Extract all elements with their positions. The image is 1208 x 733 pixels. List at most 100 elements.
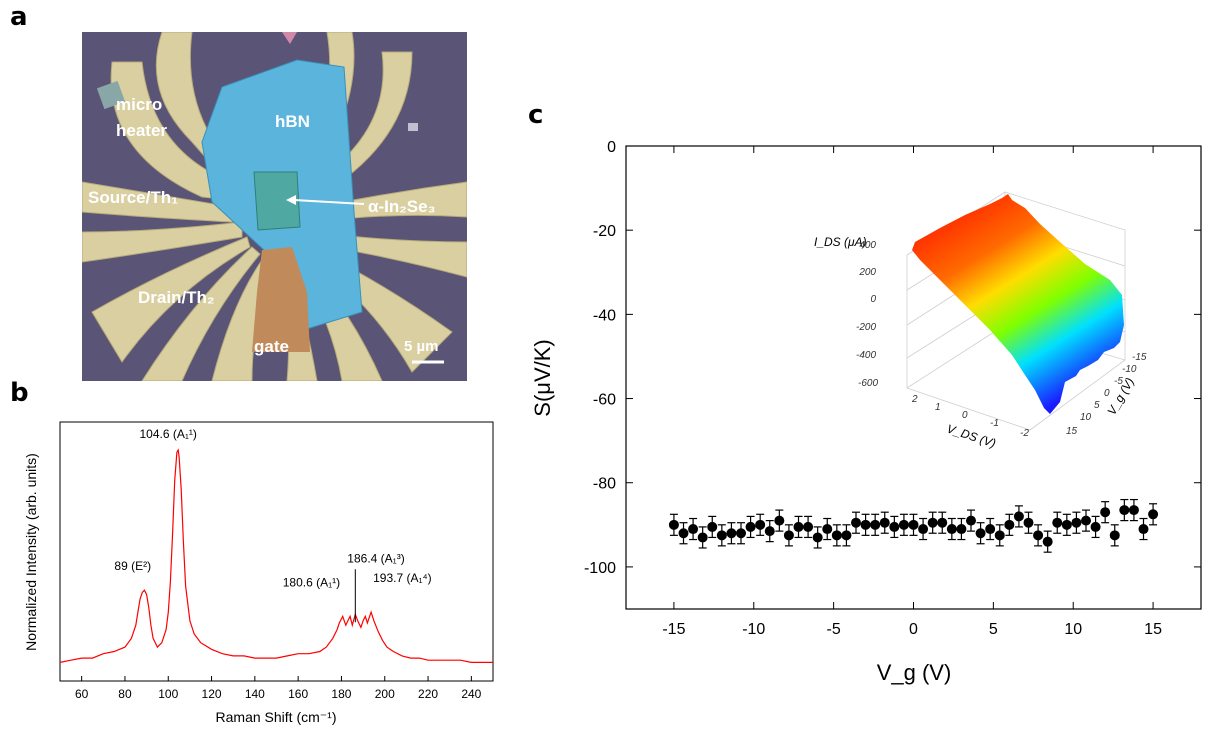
seebeck-data-point — [860, 519, 871, 530]
inset-y-tick-neg15: -15 — [1132, 352, 1147, 363]
seebeck-data-point — [1138, 524, 1149, 535]
inset-y-tick-5: 5 — [1094, 400, 1100, 411]
raman-series-line — [59, 448, 493, 663]
seebeck-data-point — [956, 524, 967, 535]
label-gate: gate — [254, 337, 289, 356]
device-micrograph: micro heater hBN Source/Th₁ α-In₂Se₃ Dra… — [81, 31, 468, 382]
raman-x-tick-label: 180 — [331, 687, 351, 701]
panel-label-c: c — [528, 100, 544, 130]
label-drain-th2: Drain/Th₂ — [138, 288, 215, 307]
seebeck-data-point — [1119, 505, 1130, 516]
seebeck-data-point — [918, 524, 929, 535]
seebeck-data-point — [927, 517, 938, 528]
seebeck-data-point — [1013, 511, 1024, 522]
seebeck-data-point — [736, 528, 746, 539]
seebeck-data-point — [1128, 505, 1139, 516]
seebeck-data-point — [726, 528, 737, 539]
inset-y-tick-0: 0 — [1104, 388, 1110, 399]
label-source-th1: Source/Th₁ — [88, 188, 178, 207]
raman-x-tick-label: 200 — [375, 687, 395, 701]
inset-z-tick-200: 200 — [858, 267, 876, 278]
seebeck-data-point — [879, 517, 890, 528]
raman-peak-label: 180.6 (A₁¹) — [283, 575, 340, 589]
seebeck-data-point — [716, 530, 727, 541]
label-hbn: hBN — [275, 112, 310, 131]
raman-x-tick-label: 60 — [75, 687, 89, 701]
seebeck-data-point — [822, 524, 833, 535]
seebeck-data-point — [937, 517, 948, 528]
label-heater: heater — [116, 121, 167, 140]
seebeck-data-point — [783, 530, 794, 541]
seebeck-data-point — [1148, 509, 1159, 520]
label-micro: micro — [116, 95, 162, 114]
seebeck-data-point — [1004, 519, 1015, 530]
seebeck-data-point — [668, 519, 679, 530]
seebeck-data-point — [1061, 519, 1072, 530]
inset-z-tick-neg200: -200 — [856, 322, 876, 333]
raman-x-tick-label: 100 — [158, 687, 178, 701]
seebeck-y-tick-label: 0 — [607, 139, 616, 156]
seebeck-data-point — [707, 521, 718, 532]
seebeck-data-point — [851, 517, 861, 528]
label-alpha-in2se3: α-In₂Se₃ — [368, 197, 435, 216]
panel-label-a: a — [10, 2, 28, 32]
inset-x-tick-neg1: -1 — [990, 418, 999, 429]
inset-z-tick-neg600: -600 — [858, 378, 878, 389]
seebeck-data-point — [1100, 507, 1111, 518]
seebeck-data-point — [898, 519, 909, 530]
seebeck-x-tick-label: 15 — [1144, 621, 1162, 638]
seebeck-x-tick-label: 10 — [1064, 621, 1082, 638]
seebeck-x-tick-label: -5 — [827, 621, 841, 638]
raman-peak-label: 104.6 (A₁¹) — [140, 427, 197, 441]
seebeck-y-tick-label: -20 — [593, 223, 616, 240]
raman-plot: 60 80 100 120 140 160 180 200 220 240 89 (E²) 104.… — [23, 421, 494, 725]
inset-surface — [912, 194, 1124, 414]
inset-x-tick-2: 2 — [911, 394, 918, 405]
inset-z-tick-neg400: -400 — [856, 350, 876, 361]
seebeck-y-tick-label: -60 — [593, 392, 616, 409]
seebeck-data-point — [946, 524, 957, 535]
raman-x-tick-label: 160 — [288, 687, 308, 701]
seebeck-data-point — [678, 528, 689, 539]
seebeck-data-point — [975, 528, 986, 539]
seebeck-data-point — [774, 515, 785, 526]
raman-x-tick-label: 80 — [118, 687, 132, 701]
seebeck-data-point — [985, 524, 996, 535]
inset-3d-surface: I_DS (μA) V_DS (V) V_g (V) 400 200 0 -20… — [814, 191, 1147, 451]
panel-label-b: b — [10, 378, 29, 408]
raman-x-tick-label: 120 — [202, 687, 222, 701]
seebeck-data-point — [803, 521, 814, 532]
inset-y-tick-15: 15 — [1066, 426, 1078, 437]
inset-y-tick-neg10: -10 — [1122, 364, 1137, 375]
seebeck-y-axis-label: S(μV/K) — [530, 339, 555, 416]
micrograph-image: micro heater hBN Source/Th₁ α-In₂Se₃ Dra… — [81, 31, 468, 382]
seebeck-data-point — [688, 524, 699, 535]
seebeck-data-point — [908, 519, 919, 530]
seebeck-data-point — [994, 530, 1005, 541]
seebeck-data-point — [966, 515, 976, 526]
inset-z-tick-400: 400 — [859, 240, 876, 251]
seebeck-x-tick-label: -10 — [742, 621, 765, 638]
inset-y-tick-neg5: -5 — [1114, 376, 1123, 387]
raman-x-axis-label: Raman Shift (cm⁻¹) — [216, 709, 337, 725]
seebeck-data-point — [812, 532, 823, 543]
seebeck-x-tick-label: 5 — [989, 621, 998, 638]
seebeck-y-tick-label: -80 — [593, 476, 616, 493]
raman-y-axis-label: Normalized Intensity (arb. units) — [23, 453, 39, 651]
raman-peak-label: 193.7 (A₁⁴) — [373, 571, 432, 585]
raman-chart: 60 80 100 120 140 160 180 200 220 240 89 (E²) 104.… — [0, 405, 520, 728]
seebeck-data-point — [1023, 517, 1034, 528]
seebeck-data-point — [1109, 530, 1120, 541]
raman-plot-frame — [59, 421, 494, 682]
seebeck-data-point — [889, 521, 900, 532]
seebeck-data-point — [745, 521, 756, 532]
raman-x-tick-label: 240 — [461, 687, 481, 701]
label-scale-bar: 5 µm — [404, 338, 439, 355]
raman-peak-label: 186.4 (A₁³) — [347, 551, 404, 565]
seebeck-x-axis-label: V_g (V) — [877, 660, 952, 685]
raman-x-tick-label: 220 — [418, 687, 438, 701]
seebeck-data-point — [755, 519, 766, 530]
inset-z-axis-label: I_DS (μA) — [814, 235, 867, 249]
seebeck-data-point — [1081, 515, 1091, 526]
seebeck-x-tick-label: -15 — [662, 621, 685, 638]
